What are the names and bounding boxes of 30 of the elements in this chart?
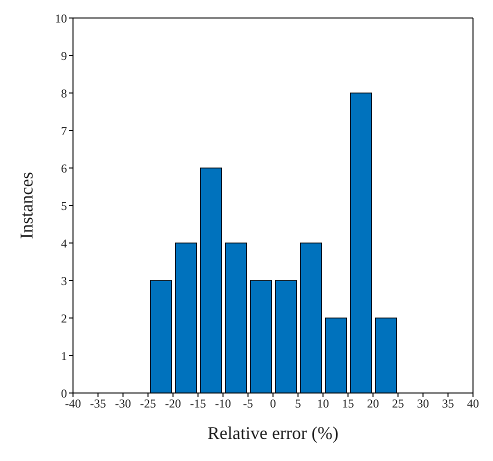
x-tick-label: 25: [392, 396, 404, 411]
x-tick-label: 20: [367, 396, 379, 411]
x-tick-label: 15: [342, 396, 354, 411]
y-tick-label: 4: [61, 236, 67, 250]
y-tick-label: 2: [61, 311, 67, 326]
x-tick-label: 40: [467, 396, 479, 411]
y-tick-label: 8: [61, 86, 67, 100]
x-tick-label: -10: [215, 396, 231, 411]
y-axis-title: Instances: [16, 172, 36, 239]
x-axis-title: Relative error (%): [208, 423, 338, 443]
y-tick-label: 3: [61, 274, 67, 288]
x-tick-label: -20: [165, 396, 181, 411]
x-tick-label: 35: [442, 396, 454, 411]
x-tick-label: -5: [243, 396, 253, 411]
x-tick-label: 30: [417, 396, 429, 411]
x-tick-label: -30: [115, 396, 131, 411]
y-tick-label: 5: [61, 198, 67, 213]
x-tick-label: 0: [270, 396, 276, 411]
x-tick-label: 5: [295, 396, 301, 411]
y-tick-label: 1: [61, 348, 67, 363]
x-tick-label: -25: [140, 396, 156, 411]
x-tick-label: -35: [90, 396, 106, 411]
y-tick-label: 9: [61, 48, 67, 63]
y-tick-label: 7: [61, 124, 67, 138]
x-tick-label: 10: [317, 396, 329, 411]
x-tick-label: -40: [65, 396, 81, 411]
y-tick-label: 10: [55, 11, 67, 26]
x-tick-label: -15: [190, 396, 206, 411]
y-tick-label: 0: [61, 386, 67, 400]
y-tick-label: 6: [61, 161, 67, 176]
